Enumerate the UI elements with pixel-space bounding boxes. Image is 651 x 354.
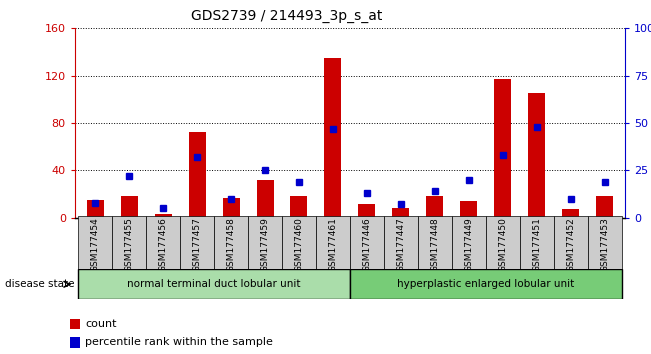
Bar	[290, 196, 307, 218]
Text: GSM177459: GSM177459	[260, 218, 270, 273]
Bar	[426, 196, 443, 218]
Text: GSM177451: GSM177451	[532, 218, 541, 273]
Bar	[120, 196, 137, 218]
Bar	[223, 198, 240, 218]
Text: GSM177447: GSM177447	[396, 218, 406, 272]
Text: GSM177452: GSM177452	[566, 218, 575, 272]
Bar	[155, 214, 172, 218]
Text: count: count	[85, 319, 117, 329]
Text: normal terminal duct lobular unit: normal terminal duct lobular unit	[128, 279, 301, 289]
Bar	[528, 93, 545, 218]
Bar	[180, 216, 214, 271]
Bar	[70, 319, 79, 329]
Text: GSM177454: GSM177454	[90, 218, 100, 272]
Bar	[486, 216, 519, 271]
Text: GSM177448: GSM177448	[430, 218, 439, 272]
Text: GSM177446: GSM177446	[363, 218, 371, 272]
Bar	[384, 216, 418, 271]
Text: hyperplastic enlarged lobular unit: hyperplastic enlarged lobular unit	[397, 279, 574, 289]
Text: GSM177460: GSM177460	[294, 218, 303, 273]
Bar	[393, 208, 409, 218]
Bar	[214, 216, 248, 271]
Bar	[359, 204, 376, 218]
Text: GDS2739 / 214493_3p_s_at: GDS2739 / 214493_3p_s_at	[191, 9, 382, 23]
Text: GSM177453: GSM177453	[600, 218, 609, 273]
Bar	[70, 337, 79, 348]
Bar	[553, 216, 588, 271]
Bar	[87, 200, 104, 218]
Bar	[282, 216, 316, 271]
Bar	[460, 201, 477, 218]
Bar	[588, 216, 622, 271]
Bar	[562, 210, 579, 218]
Bar	[350, 216, 384, 271]
Bar	[519, 216, 553, 271]
Text: GSM177450: GSM177450	[498, 218, 507, 273]
Bar	[78, 216, 112, 271]
Text: GSM177456: GSM177456	[159, 218, 168, 273]
Text: GSM177461: GSM177461	[329, 218, 337, 273]
Bar	[189, 132, 206, 218]
Text: GSM177457: GSM177457	[193, 218, 202, 273]
Text: GSM177458: GSM177458	[227, 218, 236, 273]
Bar	[316, 216, 350, 271]
Bar	[248, 216, 282, 271]
Bar	[494, 79, 511, 218]
Text: GSM177449: GSM177449	[464, 218, 473, 272]
Bar	[324, 58, 341, 218]
Bar	[112, 216, 146, 271]
Bar	[146, 216, 180, 271]
Bar	[452, 216, 486, 271]
Bar	[256, 180, 273, 218]
Bar	[418, 216, 452, 271]
Text: disease state: disease state	[5, 279, 75, 289]
Text: percentile rank within the sample: percentile rank within the sample	[85, 337, 273, 347]
Text: GSM177455: GSM177455	[125, 218, 133, 273]
Bar	[78, 269, 350, 299]
Bar	[350, 269, 622, 299]
Bar	[596, 196, 613, 218]
